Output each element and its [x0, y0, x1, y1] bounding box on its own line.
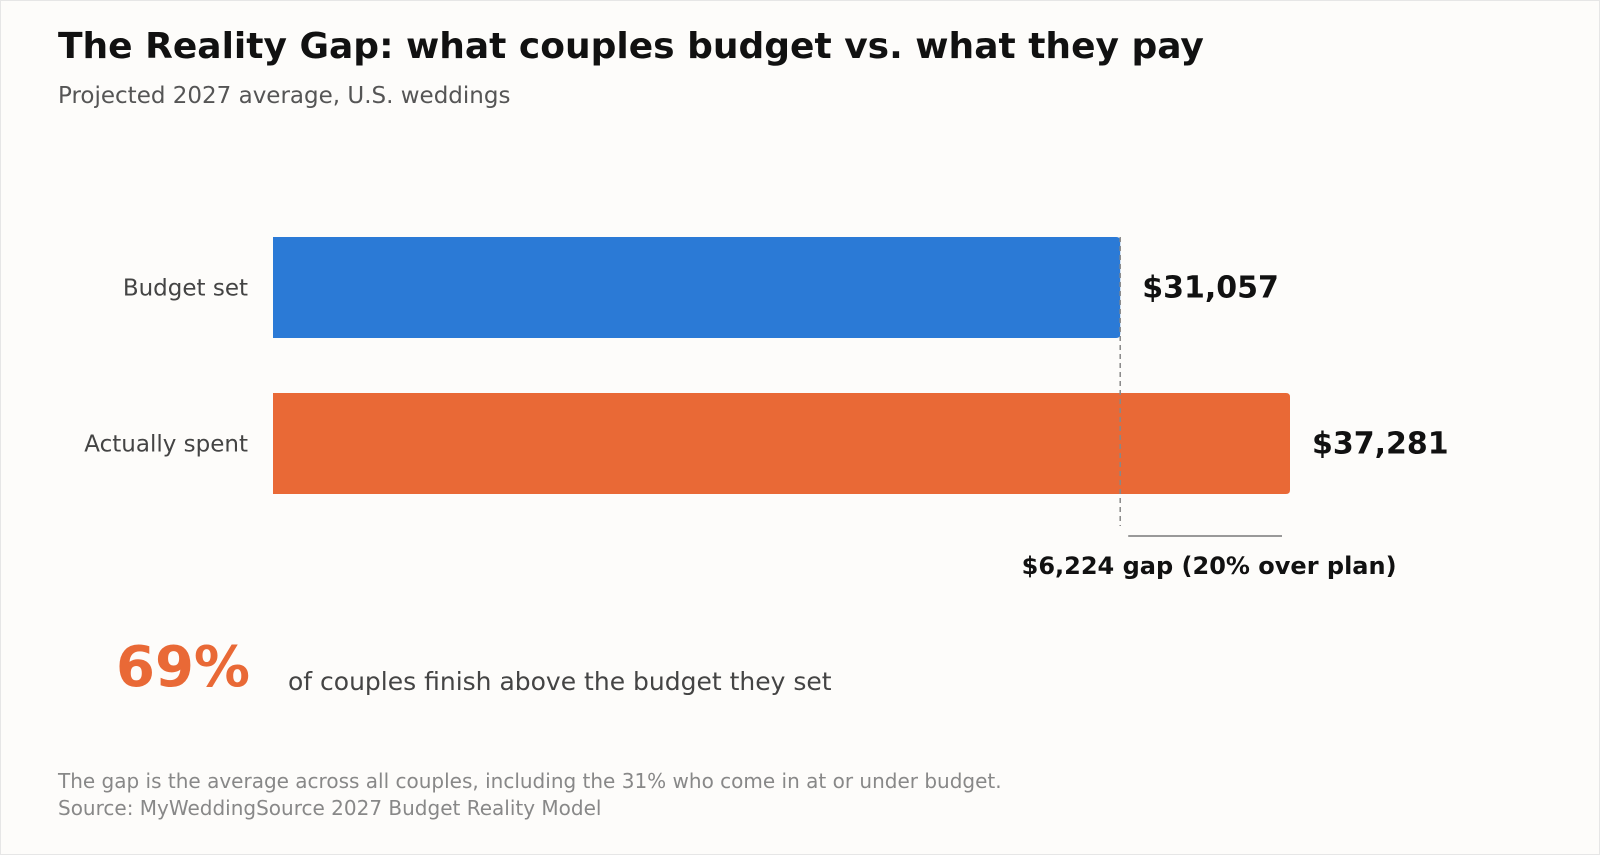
- overspend-stat-text: of couples finish above the budget they …: [288, 667, 832, 696]
- gap-annotation: $6,224 gap (20% over plan): [1022, 552, 1397, 580]
- chart-subtitle: Projected 2027 average, U.S. weddings: [58, 83, 511, 109]
- value-label: $37,281: [1312, 427, 1449, 462]
- source-note: Source: MyWeddingSource 2027 Budget Real…: [58, 796, 602, 820]
- bar-chart: Budget set $31,057 Actually spent $37,281 $6…: [84, 237, 1449, 580]
- bar-budget-set: [273, 237, 1121, 338]
- chart-title: The Reality Gap: what couples budget vs.…: [58, 26, 1204, 67]
- footnote: The gap is the average across all couple…: [58, 769, 1002, 793]
- overspend-percent-stat: 69%: [116, 635, 251, 700]
- category-label: Budget set: [123, 276, 248, 302]
- bar-actually-spent: [273, 393, 1290, 494]
- category-label: Actually spent: [84, 432, 248, 458]
- value-label: $31,057: [1142, 271, 1279, 306]
